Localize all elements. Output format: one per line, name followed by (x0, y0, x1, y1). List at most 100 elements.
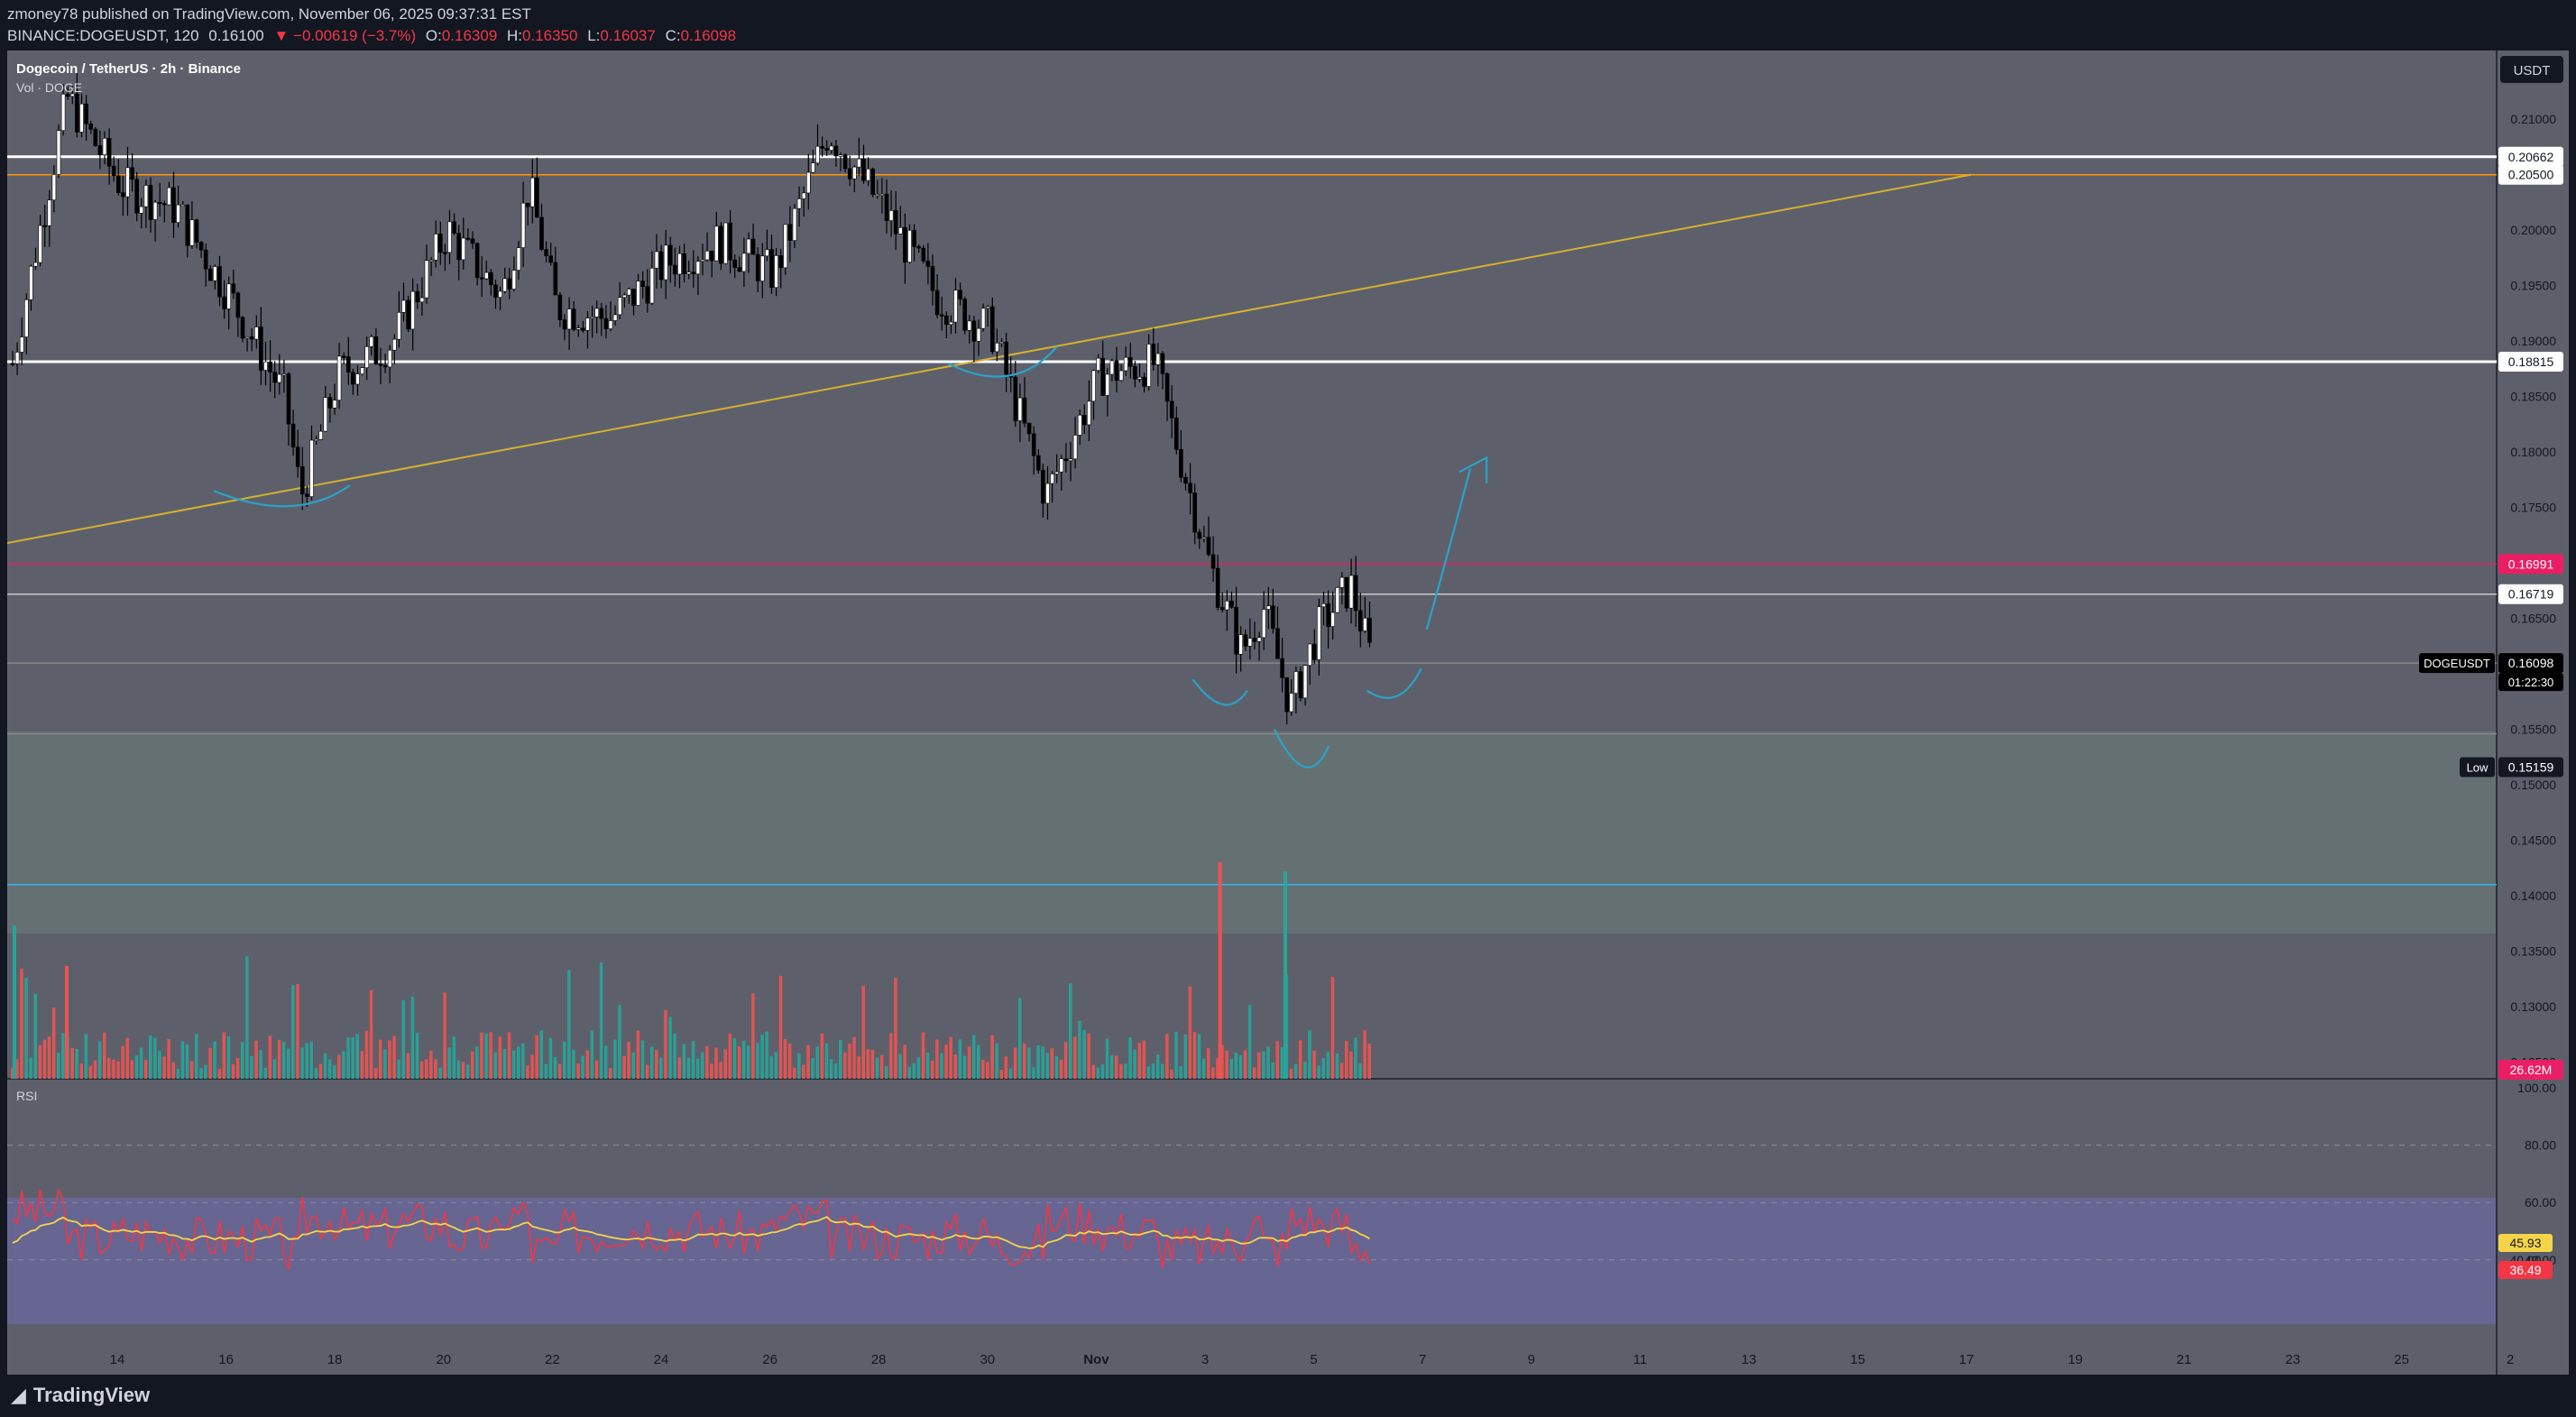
annotation-arrow (1458, 455, 1488, 483)
candle (493, 284, 498, 298)
candle (244, 336, 250, 339)
volume-bar (728, 1033, 732, 1079)
volume-bar (1073, 1036, 1077, 1079)
volume-bar (346, 1037, 350, 1079)
volume-bar (1142, 1040, 1146, 1079)
volume-bar (636, 1030, 640, 1079)
candle (410, 290, 416, 330)
candle (33, 262, 38, 267)
volume-bar (563, 1041, 566, 1079)
candle (1105, 373, 1110, 396)
time-axis-tick: 18 (327, 1352, 343, 1367)
candle (259, 327, 263, 371)
candle (967, 320, 972, 331)
candle (203, 249, 208, 270)
volume-bar (149, 1035, 152, 1079)
volume-bar (134, 1055, 139, 1079)
volume-bar (180, 1041, 185, 1079)
volume-bar (1335, 1054, 1339, 1079)
volume-bar (475, 1046, 479, 1079)
candle (912, 229, 916, 247)
volume-bar (415, 1033, 419, 1079)
price-axis-tick: 0.15000 (2510, 778, 2556, 792)
volume-bar (263, 1067, 267, 1079)
candle (1229, 601, 1234, 608)
chart-svg[interactable]: 0.21000 0.20500 0.20000 0.19500 0.19000 0.185… (6, 51, 2569, 1375)
volume-bar (599, 962, 603, 1079)
candle (397, 312, 401, 340)
volume-bar (622, 1055, 626, 1079)
candle (723, 222, 728, 264)
candle (1353, 575, 1358, 612)
candle (838, 154, 843, 157)
close-value: 0.16098 (680, 27, 737, 44)
candle (732, 259, 738, 268)
candle (97, 145, 103, 155)
rsi-axis-tick: 80.00 (2525, 1138, 2556, 1153)
price-axis-tick: 0.15500 (2510, 722, 2556, 737)
candle (507, 278, 512, 290)
candle (299, 465, 305, 494)
volume-bar (894, 978, 897, 1079)
candle (443, 252, 447, 254)
volume-bar (1349, 1051, 1353, 1079)
candle (944, 315, 949, 326)
candle (695, 261, 701, 275)
volume-bar (695, 1058, 700, 1079)
candle (235, 292, 241, 318)
volume-bar (277, 1039, 281, 1079)
candle (746, 238, 751, 254)
candle (180, 204, 185, 207)
volume-bar (990, 1035, 994, 1079)
volume-bar (511, 1050, 516, 1079)
volume-bar (1238, 1054, 1243, 1079)
volume-bar (544, 1063, 548, 1079)
volume-bar (609, 1068, 612, 1079)
candle (167, 187, 171, 206)
volume-bar (1299, 1040, 1302, 1079)
candle (971, 320, 977, 342)
candle (851, 166, 857, 179)
volume-bar (51, 1008, 56, 1079)
volume-bar (1354, 1037, 1357, 1079)
candle (1238, 634, 1243, 655)
volume-bar (369, 989, 373, 1079)
volume-bar (254, 1040, 258, 1079)
candle (447, 221, 452, 253)
currency-button[interactable] (2500, 56, 2563, 83)
price-label-box (2498, 584, 2563, 604)
candle (1312, 643, 1317, 660)
candle (213, 266, 217, 281)
volume-bar (29, 1057, 32, 1079)
volume-bar (231, 1063, 235, 1079)
volume-bar (1192, 1032, 1197, 1079)
candle (750, 238, 756, 255)
candle (783, 224, 788, 269)
currency-button-label[interactable]: USDT (2514, 63, 2551, 78)
volume-bar (811, 1058, 814, 1079)
volume-bar (33, 993, 37, 1079)
chart-area[interactable]: 0.21000 0.20500 0.20000 0.19500 0.19000 0.185… (6, 51, 2569, 1375)
volume-bar (783, 1039, 787, 1079)
candle (1045, 483, 1050, 504)
volume-bar (981, 1059, 985, 1079)
candle (171, 187, 176, 223)
candle (378, 363, 383, 366)
candle (1284, 677, 1289, 713)
candle (870, 169, 876, 195)
volume-bar (383, 1049, 387, 1079)
candle (314, 438, 318, 441)
volume-bar (925, 1053, 930, 1079)
volume-bar (1321, 1058, 1325, 1079)
time-axis-tick: 24 (654, 1352, 669, 1367)
tradingview-logo[interactable]: ◢ TradingView (11, 1384, 150, 1407)
candle (925, 260, 931, 267)
candle (824, 148, 830, 151)
time-axis-tick: 25 (2394, 1352, 2409, 1367)
trendline (6, 173, 1971, 545)
candle (461, 237, 466, 261)
candle (428, 260, 434, 262)
candle (419, 297, 425, 303)
candle (489, 271, 493, 286)
candle (640, 281, 646, 287)
